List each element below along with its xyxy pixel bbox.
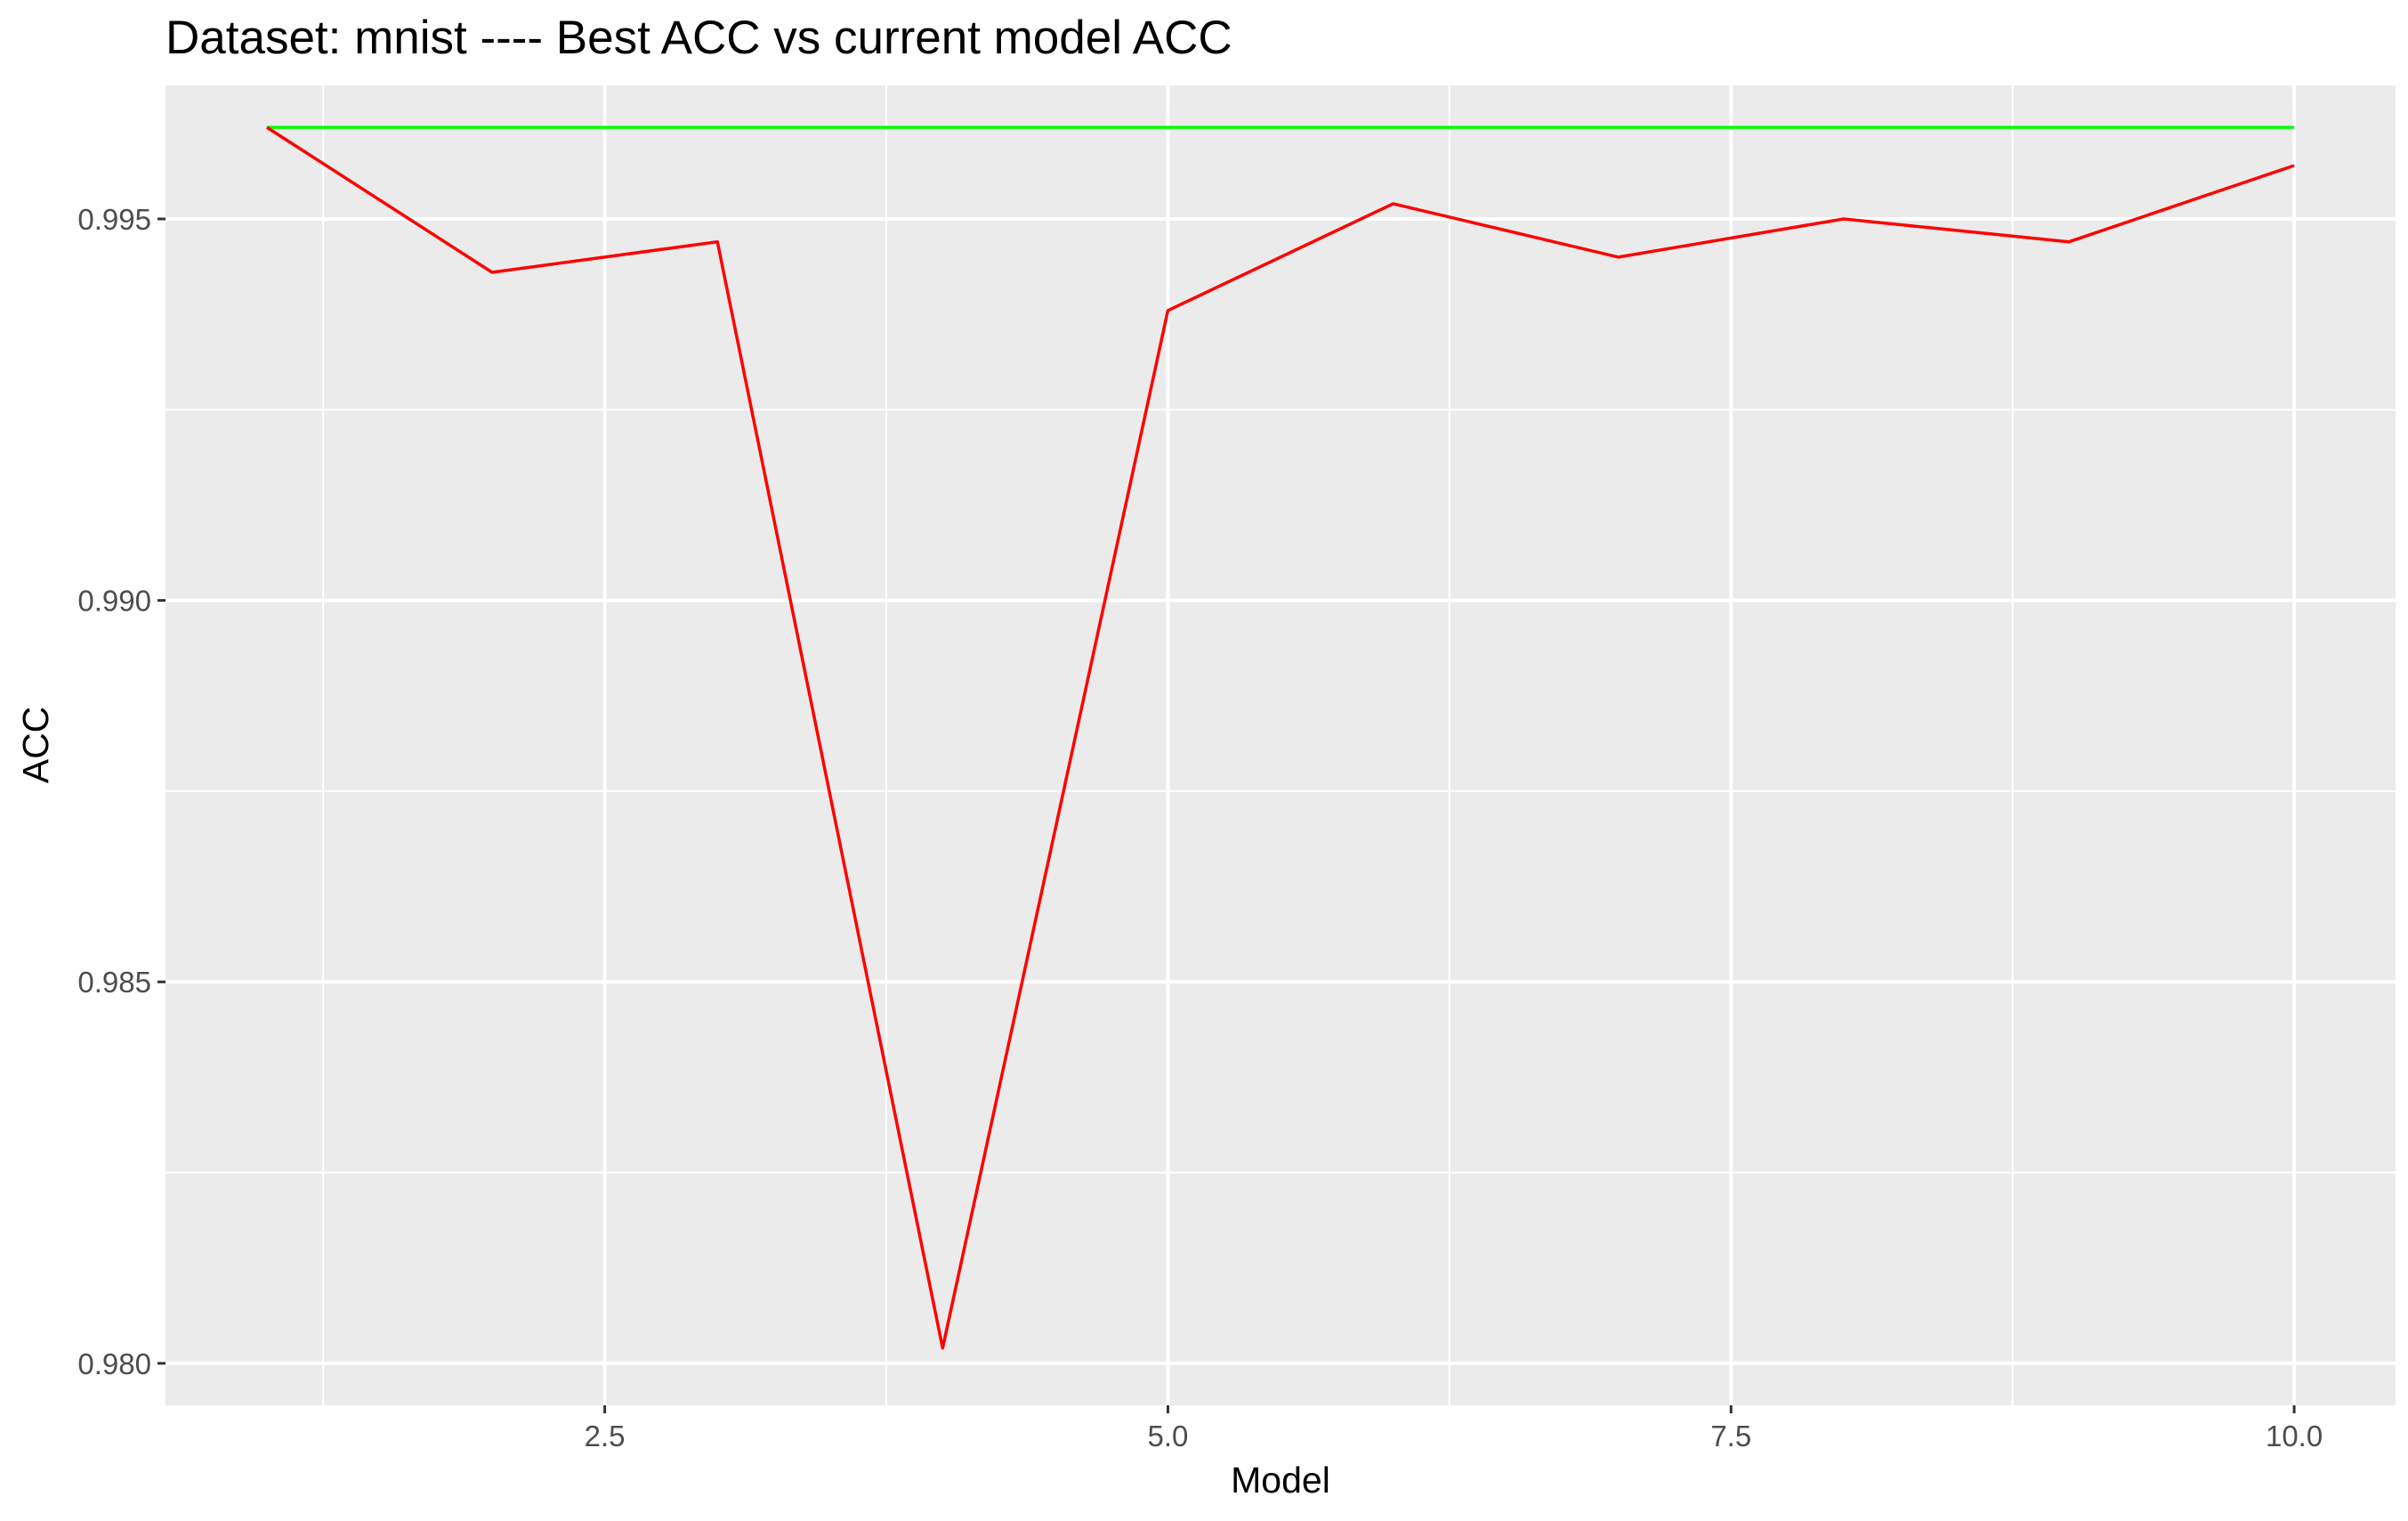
y-tick-label: 0.995 bbox=[77, 203, 151, 236]
y-tick-label: 0.980 bbox=[77, 1347, 151, 1380]
y-axis: 0.980 0.985 0.990 0.995 bbox=[77, 203, 166, 1380]
grid-minor bbox=[166, 85, 2396, 1405]
grid-major bbox=[166, 85, 2396, 1405]
x-tick-label: 7.5 bbox=[1710, 1420, 1751, 1452]
x-axis: 2.5 5.0 7.5 10.0 bbox=[585, 1405, 2323, 1452]
x-axis-title: Model bbox=[1231, 1460, 1330, 1501]
plot-panel bbox=[166, 85, 2396, 1405]
y-tick-label: 0.990 bbox=[77, 585, 151, 618]
series-layer bbox=[265, 125, 2295, 1350]
chart-title: Dataset: mnist ---- Best ACC vs current … bbox=[166, 12, 1232, 64]
y-tick-label: 0.985 bbox=[77, 966, 151, 999]
x-tick-label: 2.5 bbox=[585, 1420, 626, 1452]
x-tick-label: 5.0 bbox=[1147, 1420, 1188, 1452]
series-line-2 bbox=[265, 125, 2295, 1350]
y-axis-title: ACC bbox=[15, 707, 56, 784]
x-tick-label: 10.0 bbox=[2266, 1420, 2323, 1452]
